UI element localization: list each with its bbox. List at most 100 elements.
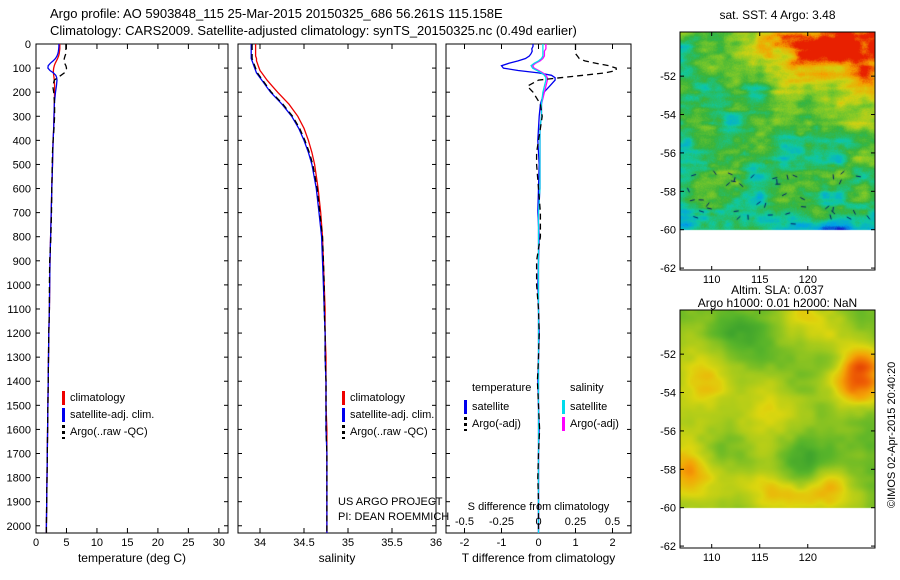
legend-label: Argo(..raw -QC) (350, 426, 428, 438)
legend-item-satellite: satellite (464, 400, 509, 414)
series-salinity-argo-adj- (531, 44, 549, 533)
x-tick-label: 34 (254, 537, 266, 549)
imos-watermark: ©IMOS 02-Apr-2015 20:40:20 (886, 361, 898, 508)
legend-item-satellite-adj-clim-: satellite-adj. clim. (342, 408, 434, 422)
lon-tick-label: 115 (751, 274, 769, 286)
salinity-axis-label: salinity (318, 551, 356, 565)
legend-line-sample (62, 391, 65, 405)
lat-tick-label: -58 (660, 464, 676, 476)
depth-tick-label: 1300 (7, 352, 31, 364)
depth-tick-label: 500 (13, 159, 31, 171)
legend-label: Argo(..raw -QC) (70, 426, 148, 438)
depth-tick-label: 1100 (7, 304, 31, 316)
legend-line-sample (62, 425, 65, 439)
x-tick-label: 0 (33, 537, 39, 549)
legend-header-temperature: temperature (472, 382, 532, 394)
figure-title-line2: Climatology: CARS2009. Satellite-adjuste… (50, 23, 577, 38)
legend-item-argo-adj-: Argo(-adj) (464, 417, 521, 431)
depth-tick-label: 300 (13, 111, 31, 123)
sst-map-image (680, 32, 875, 270)
x-tick-label: 1 (572, 537, 578, 549)
depth-tick-label: 0 (25, 39, 31, 51)
lon-tick-label: 110 (703, 274, 721, 286)
x-tick-label: 15 (121, 537, 133, 549)
depth-tick-label: 400 (13, 135, 31, 147)
legend-header-salinity: salinity (570, 382, 604, 394)
x-tick-label: -2 (460, 537, 470, 549)
legend-line-sample (464, 417, 467, 431)
lat-tick-label: -54 (660, 388, 676, 400)
depth-tick-label: 800 (13, 232, 31, 244)
sla-map-image (680, 310, 875, 548)
legend-label: Argo(-adj) (570, 418, 619, 430)
legend-item-climatology: climatology (342, 391, 405, 405)
figure-title-line1: Argo profile: AO 5903848_115 25-Mar-2015… (50, 6, 503, 21)
series-argo-raw-qc- (251, 44, 328, 533)
depth-tick-label: 1500 (7, 400, 31, 412)
series-satellite-adj-clim- (45, 44, 60, 533)
depth-tick-label: 100 (13, 63, 31, 75)
lon-tick-label: 120 (799, 552, 817, 564)
s-difference-axis-label: S difference from climatology (467, 501, 610, 513)
s-tick-label: -0.25 (489, 516, 514, 528)
s-tick-label: 0.5 (605, 516, 620, 528)
panel-frame (35, 43, 229, 534)
panel-frame (237, 43, 437, 534)
lat-tick-label: -58 (660, 186, 676, 198)
series-argo-raw-qc- (45, 44, 68, 533)
x-tick-label: 5 (63, 537, 69, 549)
legend-line-sample (342, 425, 345, 439)
x-tick-label: 0 (535, 537, 541, 549)
legend-label: satellite (570, 401, 608, 413)
legend-item-argo-raw-qc-: Argo(..raw -QC) (342, 425, 428, 439)
depth-tick-label: 1000 (7, 280, 31, 292)
x-tick-label: 36 (430, 537, 442, 549)
series-satellite-adj-clim- (250, 44, 328, 533)
lon-tick-label: 110 (703, 552, 721, 564)
x-tick-label: 20 (152, 537, 164, 549)
series-temperature-argo-adj- (526, 44, 617, 533)
lat-tick-label: -60 (660, 225, 676, 237)
us-argo-project-text: US ARGO PROJECT (338, 496, 443, 508)
legend-label: satellite-adj. clim. (70, 409, 155, 421)
legend-label: satellite-adj. clim. (350, 409, 435, 421)
depth-tick-label: 1700 (7, 449, 31, 461)
lat-tick-label: -56 (660, 148, 676, 160)
x-tick-label: 10 (91, 537, 103, 549)
sla-map-title-line2: Argo h1000: 0.01 h2000: NaN (697, 296, 858, 310)
x-tick-label: 35.5 (381, 537, 402, 549)
depth-tick-label: 900 (13, 256, 31, 268)
depth-tick-label: 1200 (7, 328, 31, 340)
legend-item-climatology: climatology (62, 391, 125, 405)
legend-item-satellite-adj-clim-: satellite-adj. clim. (62, 408, 154, 422)
sst-map-title: sat. SST: 4 Argo: 3.48 (719, 8, 836, 22)
x-tick-label: 35 (342, 537, 354, 549)
depth-tick-label: 600 (13, 184, 31, 196)
x-tick-label: 34.5 (293, 537, 314, 549)
x-tick-label: 30 (213, 537, 225, 549)
legend-item-satellite: satellite (562, 400, 607, 414)
pi-text: PI: DEAN ROEMMICH (338, 511, 450, 523)
lat-tick-label: -62 (660, 541, 676, 553)
s-tick-label: -0.5 (455, 516, 474, 528)
legend-line-sample (342, 391, 345, 405)
x-tick-label: 25 (182, 537, 194, 549)
legend-label: climatology (70, 392, 126, 404)
legend-item-argo-adj-: Argo(-adj) (562, 417, 619, 431)
map-frame (679, 309, 876, 549)
series-climatology (254, 44, 328, 533)
legend-label: satellite (472, 401, 510, 413)
depth-tick-label: 200 (13, 87, 31, 99)
lat-tick-label: -60 (660, 503, 676, 515)
lat-tick-label: -52 (660, 71, 676, 83)
x-tick-label: -1 (497, 537, 507, 549)
series-temperature-satellite (500, 44, 556, 533)
lat-tick-label: -52 (660, 349, 676, 361)
lat-tick-label: -54 (660, 110, 676, 122)
map-frame (679, 31, 876, 271)
s-tick-label: 0.25 (565, 516, 586, 528)
legend-item-argo-raw-qc-: Argo(..raw -QC) (62, 425, 148, 439)
depth-tick-label: 1400 (7, 376, 31, 388)
